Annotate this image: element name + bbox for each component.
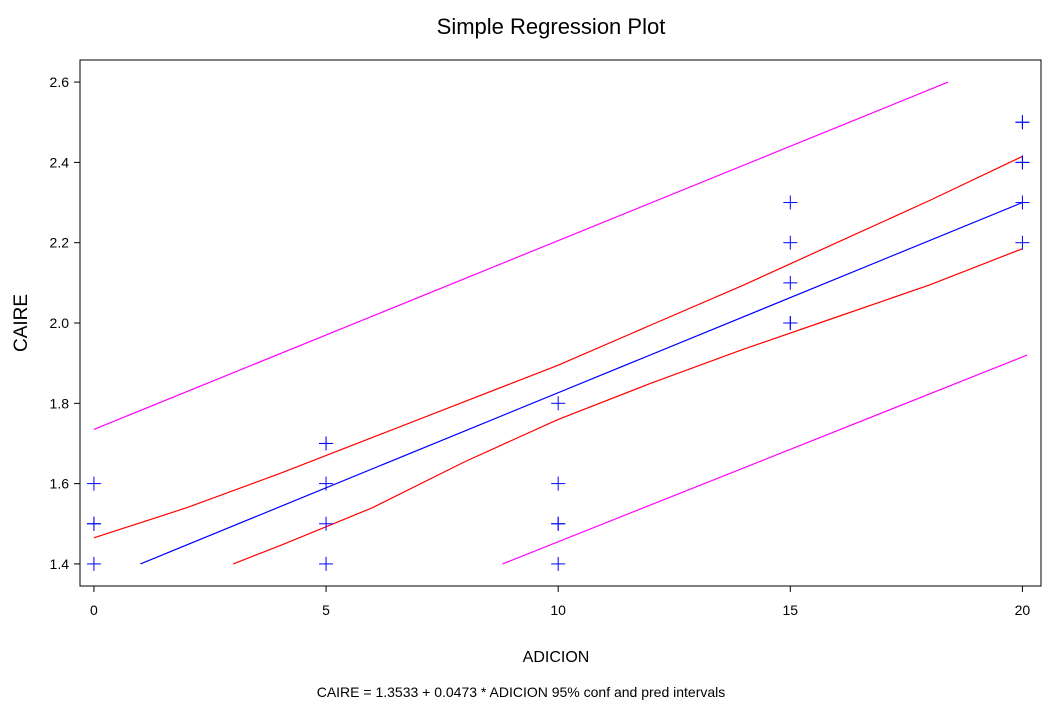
x-tick-label: 15 <box>783 602 799 618</box>
y-tick-label: 2.4 <box>50 154 70 170</box>
data-point-marker <box>783 195 798 210</box>
y-tick-label: 1.4 <box>50 556 70 572</box>
prediction-interval-lower-line <box>502 354 1028 565</box>
x-tick-label: 10 <box>550 602 566 618</box>
data-point-marker <box>1015 115 1030 130</box>
data-point-marker <box>551 556 566 571</box>
x-axis-label: ADICION <box>523 649 590 666</box>
plot-area-frame <box>79 59 1042 587</box>
regression-lines <box>93 81 1028 565</box>
data-point-marker <box>1015 195 1030 210</box>
data-point-marker <box>551 476 566 491</box>
x-tick-label: 20 <box>1015 602 1031 618</box>
axis-ticks: 0 5 10 15 20 1.4 1.6 1.8 2.0 2.2 2.4 2.6 <box>50 74 1031 618</box>
y-axis-label: CAIRE <box>11 294 32 352</box>
y-tick-label: 2.0 <box>50 315 70 331</box>
y-tick-label: 1.6 <box>50 476 70 492</box>
x-tick-label: 0 <box>90 602 98 618</box>
data-point-marker <box>86 556 101 571</box>
data-point-marker <box>319 436 334 451</box>
data-point-marker <box>319 476 334 491</box>
confidence-interval-upper-line <box>93 155 1023 539</box>
data-point-marker <box>319 556 334 571</box>
data-point-marker <box>319 516 334 531</box>
data-point-marker <box>1015 155 1030 170</box>
regression-equation-footnote: CAIRE = 1.3533 + 0.0473 * ADICION 95% co… <box>317 684 726 700</box>
data-point-marker <box>783 235 798 250</box>
data-point-marker <box>86 476 101 491</box>
data-point-marker <box>1015 235 1030 250</box>
y-tick-label: 2.6 <box>50 74 70 90</box>
confidence-interval-lower-line <box>232 248 1023 565</box>
data-point-marker <box>783 275 798 290</box>
y-tick-label: 1.8 <box>50 395 70 411</box>
data-point-marker <box>551 396 566 411</box>
data-point-marker <box>551 516 566 531</box>
prediction-interval-upper-line <box>93 81 949 430</box>
x-tick-label: 5 <box>322 602 330 618</box>
data-point-marker <box>783 316 798 330</box>
data-points <box>86 115 1030 571</box>
chart-title: Simple Regression Plot <box>437 14 666 39</box>
data-point-marker <box>86 516 101 531</box>
fitted-regression-line <box>140 201 1023 565</box>
y-tick-label: 2.2 <box>50 235 70 251</box>
